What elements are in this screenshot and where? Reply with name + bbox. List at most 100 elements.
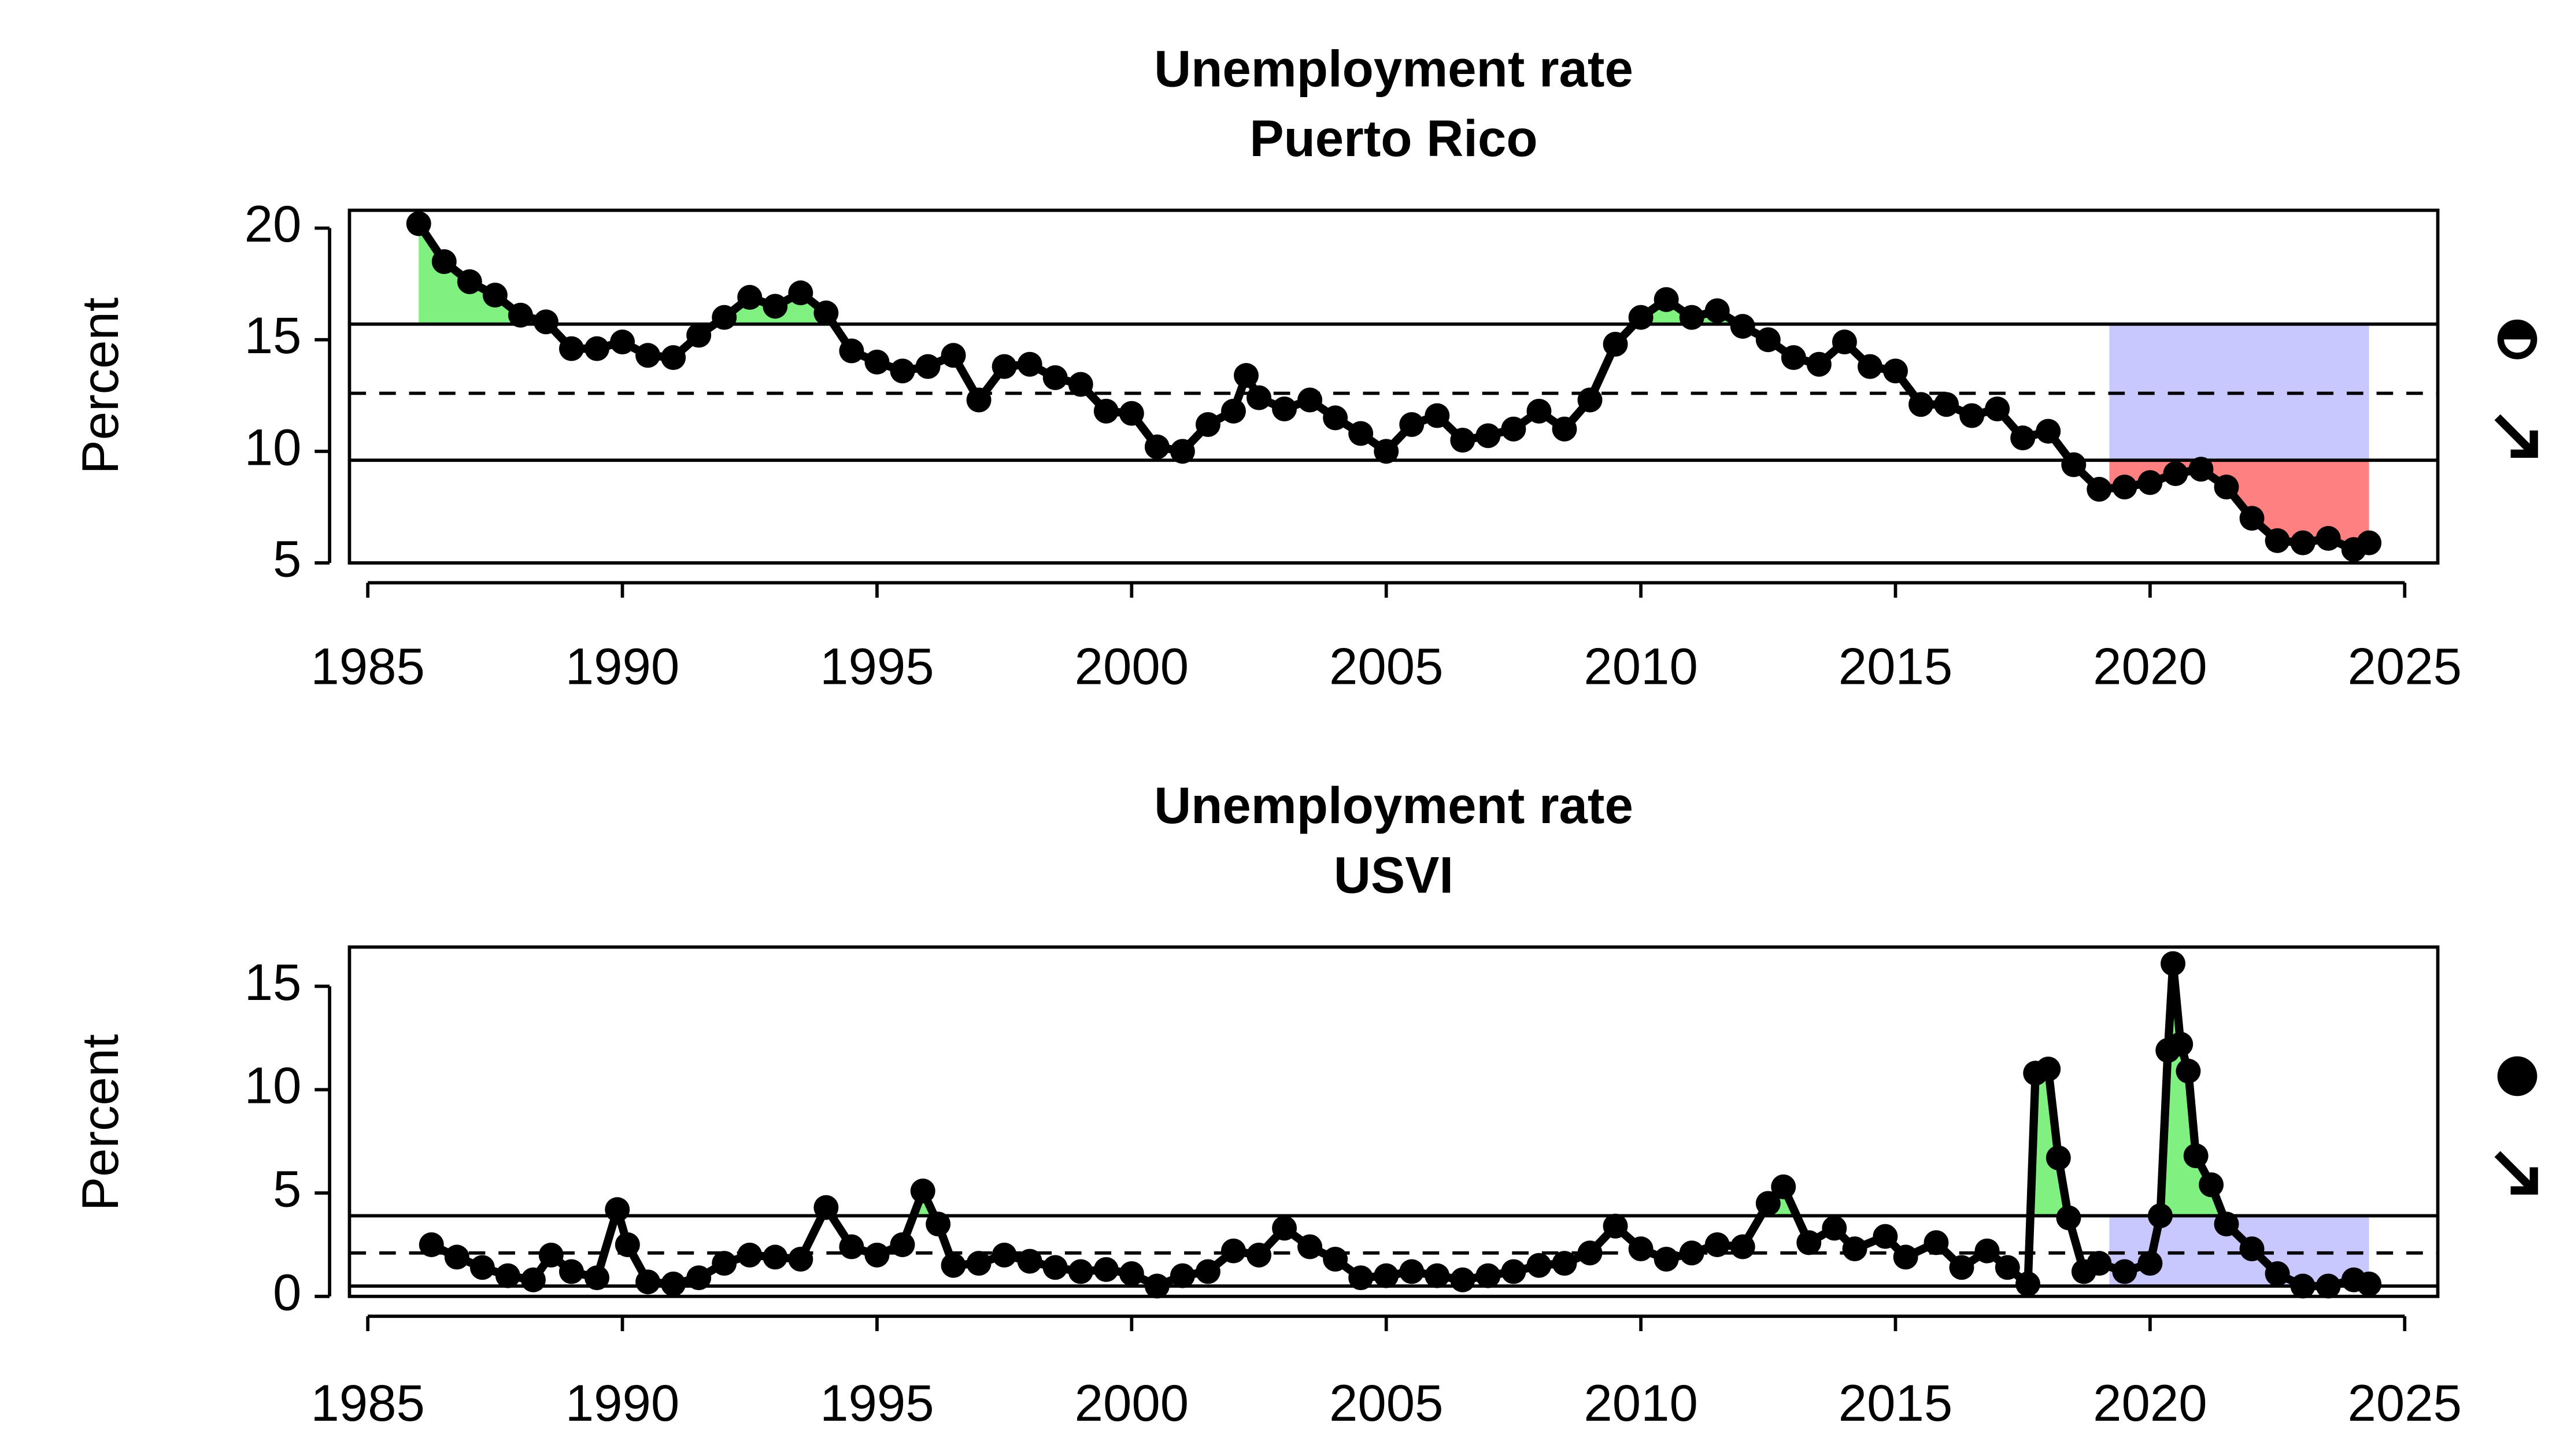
data-point bbox=[1771, 1174, 1796, 1199]
data-point bbox=[2010, 425, 2036, 451]
data-point bbox=[1908, 392, 1934, 417]
data-point bbox=[2015, 1271, 2040, 1296]
data-point bbox=[839, 338, 864, 364]
data-point bbox=[558, 1259, 584, 1284]
panel: Unemployment rate USVI Percent 1985 1990 1995… bbox=[72, 777, 2462, 1432]
data-point bbox=[1374, 1263, 1399, 1288]
trend-arrow bbox=[2494, 414, 2538, 458]
data-point bbox=[1170, 439, 1195, 464]
data-point bbox=[1450, 428, 1475, 453]
data-point bbox=[419, 1232, 444, 1257]
x-tick-label: 2015 bbox=[1839, 1375, 1953, 1432]
data-point bbox=[813, 300, 839, 325]
data-point bbox=[1755, 1191, 1781, 1216]
data-point bbox=[1603, 1213, 1628, 1239]
data-point bbox=[1220, 398, 1246, 424]
data-point bbox=[635, 343, 661, 368]
data-point bbox=[2161, 951, 2186, 976]
x-tick-label: 2015 bbox=[1839, 638, 1953, 695]
data-point bbox=[2357, 530, 2382, 555]
x-tick-label: 2020 bbox=[2093, 638, 2207, 695]
data-point bbox=[1374, 439, 1399, 464]
data-point bbox=[712, 1251, 737, 1276]
data-point bbox=[1832, 329, 1857, 355]
data-point bbox=[1822, 1216, 1847, 1241]
data-point bbox=[1603, 331, 1628, 357]
data-point bbox=[2168, 1032, 2194, 1057]
data-point bbox=[2176, 1058, 2201, 1084]
data-point bbox=[1934, 392, 1959, 417]
data-point bbox=[1577, 387, 1603, 413]
data-point bbox=[585, 1265, 609, 1291]
data-point bbox=[406, 211, 431, 236]
status-circle bbox=[2497, 1056, 2538, 1096]
data-point bbox=[2036, 418, 2061, 444]
data-point bbox=[495, 1263, 520, 1288]
y-axis-label: Percent bbox=[72, 1034, 129, 1211]
x-tick-label: 2025 bbox=[2348, 638, 2462, 695]
data-point bbox=[1974, 1238, 2000, 1264]
data-point bbox=[788, 280, 813, 306]
data-point bbox=[1348, 1265, 1374, 1291]
data-point bbox=[1119, 401, 1144, 426]
data-point bbox=[1144, 434, 1170, 460]
data-point bbox=[1068, 1259, 1093, 1284]
data-point bbox=[2087, 476, 2112, 502]
data-point bbox=[1985, 396, 2010, 421]
data-point bbox=[1348, 421, 1374, 446]
y-tick-label: 20 bbox=[245, 195, 302, 253]
data-point bbox=[585, 336, 609, 361]
x-tick-label: 1990 bbox=[565, 638, 680, 695]
data-point bbox=[1755, 327, 1781, 353]
data-point bbox=[1425, 1263, 1450, 1288]
chart-title: Unemployment rate bbox=[1154, 40, 1633, 97]
data-point bbox=[1272, 1216, 1297, 1241]
data-point bbox=[686, 1265, 712, 1291]
data-point bbox=[1842, 1236, 1867, 1262]
data-point bbox=[941, 1253, 966, 1278]
data-point bbox=[1526, 398, 1552, 424]
data-point bbox=[605, 1197, 630, 1222]
x-tick-label: 2000 bbox=[1075, 638, 1189, 695]
data-point bbox=[1883, 358, 1908, 384]
data-point bbox=[1068, 372, 1093, 397]
data-point bbox=[610, 329, 635, 355]
data-point bbox=[864, 349, 890, 375]
data-point bbox=[1017, 351, 1042, 377]
data-point bbox=[915, 354, 941, 379]
data-point bbox=[2316, 525, 2341, 551]
data-point bbox=[538, 1242, 564, 1268]
data-point bbox=[1796, 1230, 1822, 1255]
data-point bbox=[839, 1234, 864, 1259]
data-point bbox=[926, 1212, 951, 1237]
y-tick-label: 15 bbox=[245, 307, 302, 364]
data-point bbox=[635, 1269, 661, 1295]
y-tick-label: 5 bbox=[273, 530, 301, 587]
data-point bbox=[1730, 1234, 1755, 1259]
data-point bbox=[763, 294, 788, 319]
data-point bbox=[910, 1178, 935, 1203]
x-tick-label: 2005 bbox=[1329, 638, 1444, 695]
data-point bbox=[864, 1242, 890, 1268]
data-point bbox=[1995, 1255, 2020, 1280]
data-point bbox=[2316, 1273, 2341, 1299]
x-tick-label: 1985 bbox=[310, 638, 425, 695]
data-point bbox=[1475, 1263, 1501, 1288]
y-tick-label: 15 bbox=[245, 954, 302, 1011]
x-tick-label: 2025 bbox=[2348, 1375, 2462, 1432]
y-axis-label: Percent bbox=[72, 297, 129, 474]
data-point bbox=[1450, 1267, 1475, 1292]
data-point bbox=[966, 1251, 992, 1276]
data-point bbox=[2112, 475, 2137, 500]
below-fill bbox=[2109, 460, 2369, 550]
data-point bbox=[1195, 412, 1220, 437]
data-point bbox=[763, 1244, 788, 1270]
data-point bbox=[1526, 1253, 1552, 1278]
data-point bbox=[2239, 506, 2265, 531]
data-point bbox=[2188, 457, 2214, 482]
trend-arrow bbox=[2494, 1151, 2538, 1195]
data-point bbox=[1093, 1257, 1119, 1282]
data-point bbox=[2087, 1251, 2112, 1276]
data-point bbox=[1399, 1259, 1425, 1284]
data-point bbox=[1323, 1247, 1348, 1272]
